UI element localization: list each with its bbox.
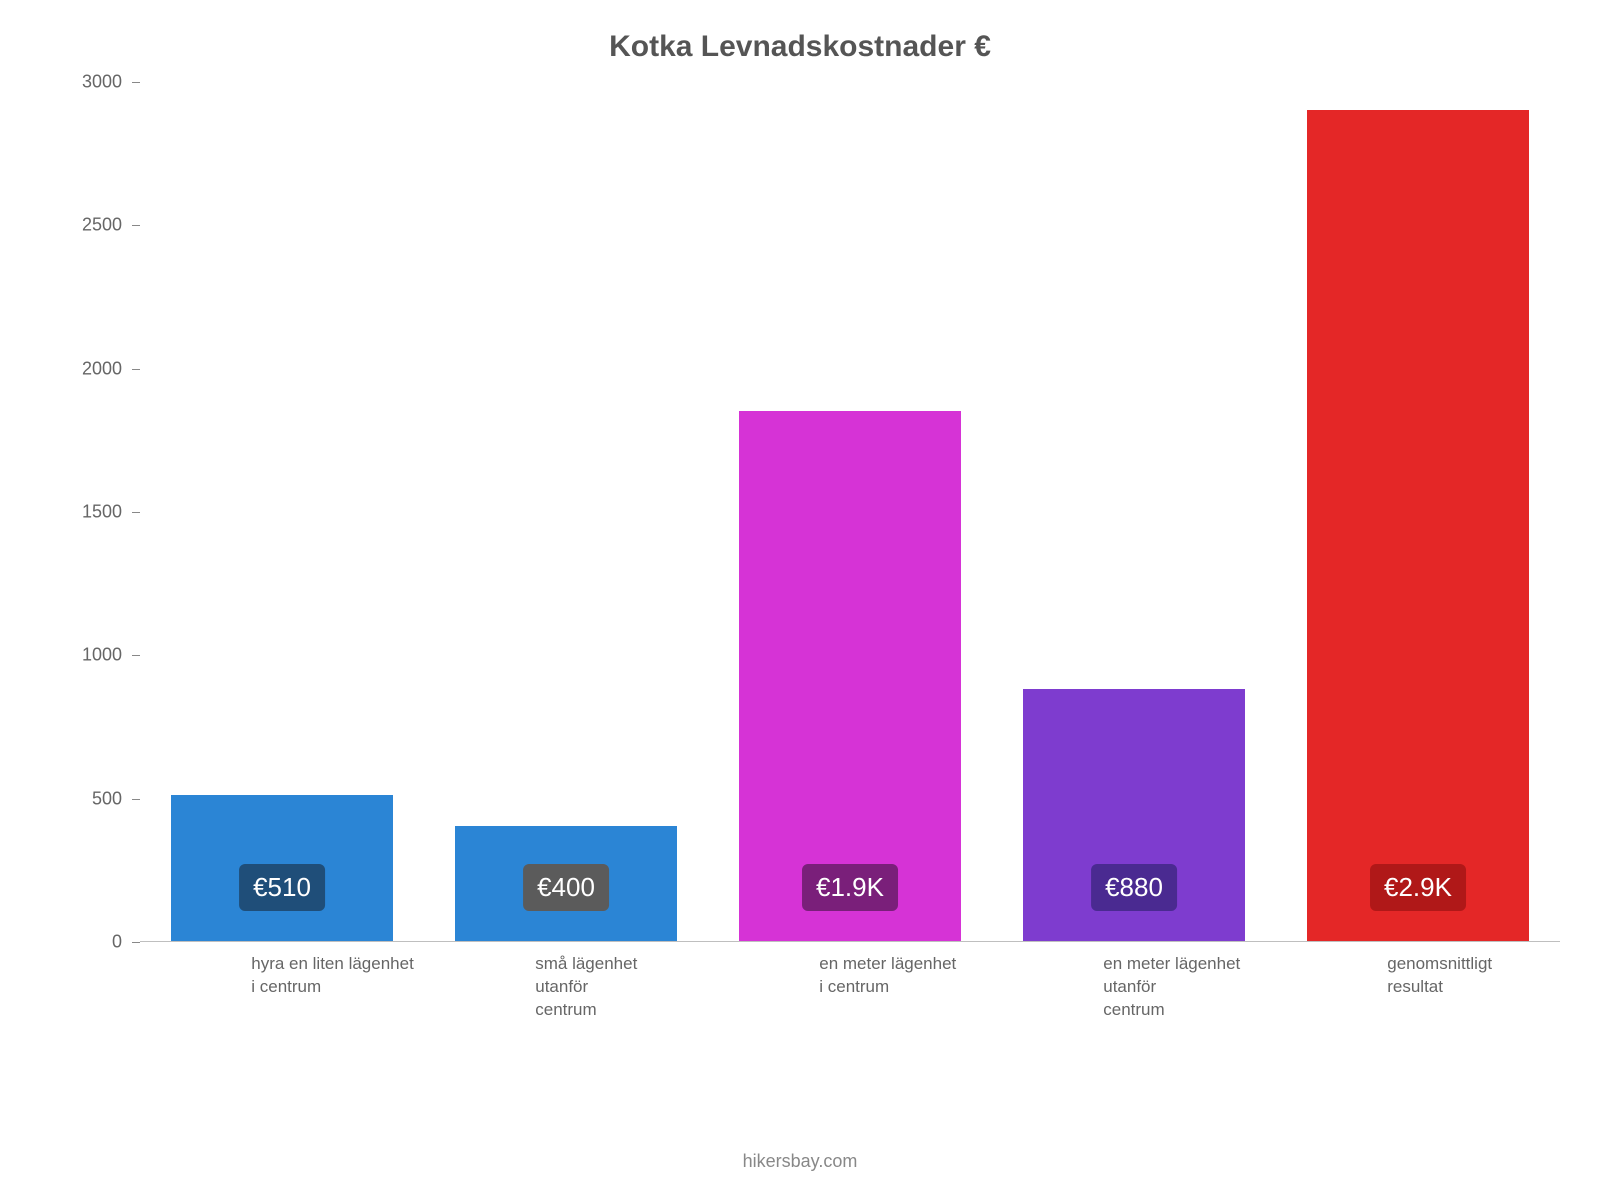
- value-badge: €880: [1091, 864, 1177, 911]
- y-tick-mark: [132, 799, 140, 800]
- x-category-label: små lägenhetutanförcentrum: [535, 953, 715, 1022]
- bar: €510: [171, 795, 393, 941]
- value-badge: €400: [523, 864, 609, 911]
- bar: €880: [1023, 689, 1245, 941]
- x-category-label: hyra en liten lägenheti centrum: [251, 953, 431, 999]
- y-tick-mark: [132, 655, 140, 656]
- chart-container: Kotka Levnadskostnader € 0 500 1000 1500 200…: [0, 0, 1600, 1200]
- value-badge: €1.9K: [802, 864, 898, 911]
- bar: €2.9K: [1307, 110, 1529, 941]
- bar: €400: [455, 826, 677, 941]
- x-category-label: genomsnittligtresultat: [1387, 953, 1567, 999]
- plot-region: €510€400€1.9K€880€2.9K hyra en liten läg…: [140, 82, 1560, 942]
- y-tick-label: 2000: [82, 358, 122, 379]
- y-axis: 050010001500200025003000: [60, 82, 130, 942]
- source-attribution: hikersbay.com: [0, 1151, 1600, 1172]
- y-tick-label: 2500: [82, 215, 122, 236]
- bar: €1.9K: [739, 411, 961, 941]
- x-axis-labels: hyra en liten lägenheti centrum små lägen…: [220, 941, 1560, 1121]
- value-badge: €510: [239, 864, 325, 911]
- x-category-label: en meter lägenheti centrum: [819, 953, 999, 999]
- chart-title: Kotka Levnadskostnader €: [40, 30, 1560, 64]
- y-tick-label: 1500: [82, 502, 122, 523]
- y-tick-label: 3000: [82, 72, 122, 93]
- y-tick-label: 500: [92, 788, 122, 809]
- y-tick-mark: [132, 225, 140, 226]
- y-tick-mark: [132, 369, 140, 370]
- y-tick-mark: [132, 82, 140, 83]
- y-tick-mark: [132, 942, 140, 943]
- plot-area: 050010001500200025003000 €510€400€1.9K€8…: [60, 82, 1560, 942]
- bars-group: €510 €400 €1.9K €880 €2.9K: [140, 82, 1560, 941]
- y-tick-label: 0: [112, 932, 122, 953]
- value-badge: €2.9K: [1370, 864, 1466, 911]
- x-category-label: en meter lägenhetutanförcentrum: [1103, 953, 1283, 1022]
- y-tick-mark: [132, 512, 140, 513]
- y-tick-label: 1000: [82, 645, 122, 666]
